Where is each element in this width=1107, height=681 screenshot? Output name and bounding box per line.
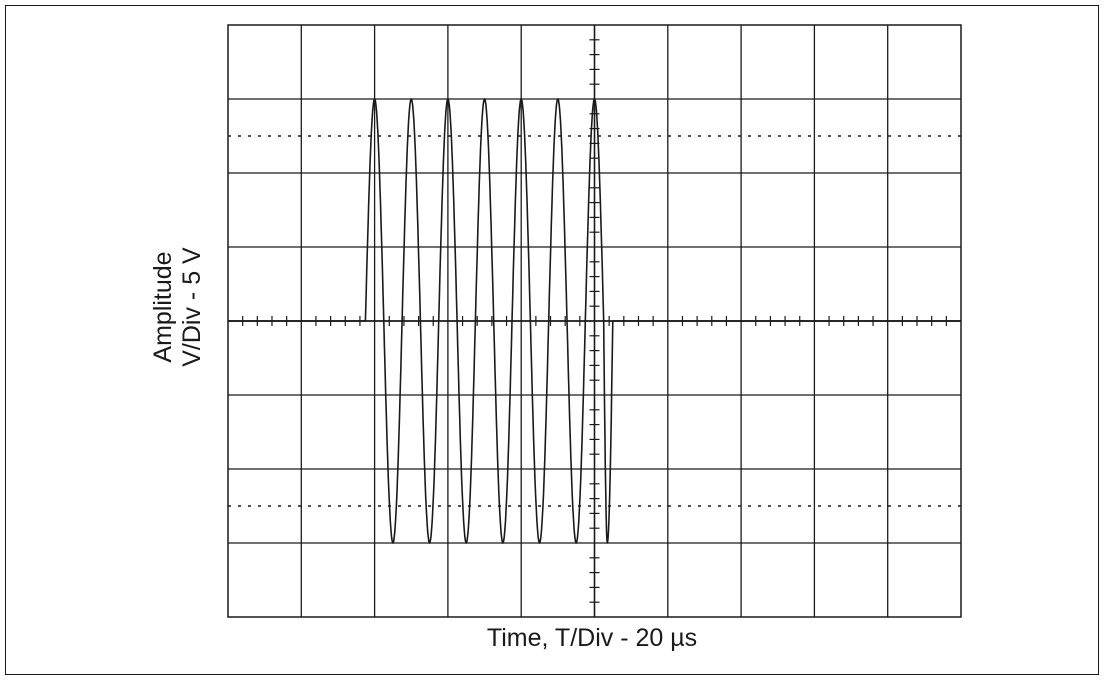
waveform-trace (228, 98, 961, 544)
figure-frame (5, 5, 1099, 675)
x-axis-label: Time, T/Div - 20 µs (486, 624, 698, 652)
y-axis-label-line-2: V/Div - 5 V (178, 247, 206, 367)
y-axis-label-line-1: Amplitude (149, 251, 177, 363)
